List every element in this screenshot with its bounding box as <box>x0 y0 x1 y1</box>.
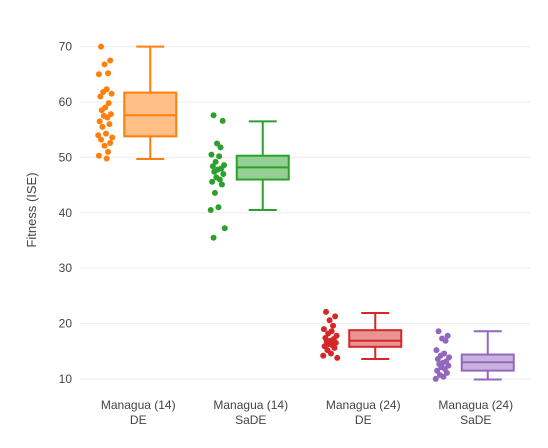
data-point <box>330 322 337 329</box>
x-tick-label-line2: DE <box>130 413 147 427</box>
data-point <box>216 176 223 183</box>
data-point <box>434 367 441 374</box>
x-tick-label-line2: SaDE <box>460 413 491 427</box>
series-group <box>207 112 290 241</box>
data-point <box>208 151 215 158</box>
data-point <box>214 140 221 147</box>
data-point <box>210 234 217 241</box>
data-point <box>221 225 228 232</box>
y-tick-label: 70 <box>59 40 73 54</box>
data-point <box>442 337 449 344</box>
data-point <box>325 330 332 337</box>
series-group <box>432 328 515 382</box>
data-point <box>320 352 327 359</box>
data-point <box>332 313 339 320</box>
data-point <box>215 204 222 211</box>
x-tick-label: Managua (14) DE <box>101 398 176 427</box>
data-point <box>101 142 108 149</box>
data-point <box>434 355 441 362</box>
data-point <box>98 107 105 114</box>
data-point <box>444 332 451 339</box>
data-point <box>432 375 439 382</box>
data-point <box>220 171 227 177</box>
y-tick-label: 40 <box>59 206 73 220</box>
series-group <box>95 43 178 162</box>
data-point <box>109 134 116 141</box>
data-point <box>217 144 224 151</box>
data-point <box>103 155 110 162</box>
data-point <box>326 317 333 324</box>
data-point <box>209 163 216 170</box>
y-axis-ticks: 10 20 30 40 50 60 70 <box>59 40 73 386</box>
data-point <box>207 207 214 213</box>
x-tick-label: Managua (24) SaDE <box>438 398 513 427</box>
data-point <box>108 90 115 97</box>
data-point <box>435 328 442 335</box>
y-tick-label: 30 <box>59 261 73 275</box>
x-tick-label-line2: DE <box>355 413 372 427</box>
y-tick-label: 50 <box>59 150 73 164</box>
x-tick-label-line1: Managua (24) <box>326 398 401 412</box>
data-point <box>327 350 334 357</box>
x-tick-label-line2: SaDE <box>235 413 266 427</box>
data-point <box>443 369 450 376</box>
data-point <box>106 121 113 128</box>
series-layer <box>95 43 515 382</box>
data-point <box>104 114 111 121</box>
data-point <box>218 181 225 188</box>
data-point <box>102 130 109 137</box>
series-group <box>320 308 403 361</box>
y-tick-label: 20 <box>59 317 73 331</box>
data-point <box>101 61 108 68</box>
x-tick-label-line1: Managua (14) <box>213 398 288 412</box>
y-tick-label: 60 <box>59 95 73 109</box>
data-point <box>107 139 114 146</box>
x-tick-label-line1: Managua (14) <box>101 398 176 412</box>
x-tick-label: Managua (14) SaDE <box>213 398 288 427</box>
y-tick-label: 10 <box>59 372 73 386</box>
data-point <box>433 347 440 354</box>
data-point <box>96 118 103 125</box>
data-point <box>211 189 218 196</box>
x-tick-label-line1: Managua (24) <box>438 398 513 412</box>
data-point <box>105 100 112 107</box>
data-point <box>331 344 338 351</box>
data-point <box>98 43 105 50</box>
data-point <box>95 132 102 139</box>
data-point <box>97 93 104 100</box>
data-point <box>216 153 223 160</box>
data-point <box>440 373 447 380</box>
data-point <box>323 308 330 315</box>
data-point <box>98 136 105 143</box>
data-point <box>320 326 327 333</box>
data-point <box>210 112 217 119</box>
box-iqr <box>348 329 403 348</box>
data-point <box>95 71 102 78</box>
y-axis-title: Fitness (ISE) <box>24 172 39 247</box>
data-point <box>107 57 114 64</box>
data-point <box>105 148 112 155</box>
data-point <box>105 70 112 77</box>
data-point <box>95 152 102 159</box>
data-point <box>100 89 107 96</box>
data-point <box>211 168 218 175</box>
data-point <box>219 117 226 124</box>
x-tick-label: Managua (24) DE <box>326 398 401 427</box>
data-point <box>212 158 219 165</box>
data-point <box>209 178 216 185</box>
data-point <box>334 354 341 361</box>
data-point <box>99 123 106 130</box>
